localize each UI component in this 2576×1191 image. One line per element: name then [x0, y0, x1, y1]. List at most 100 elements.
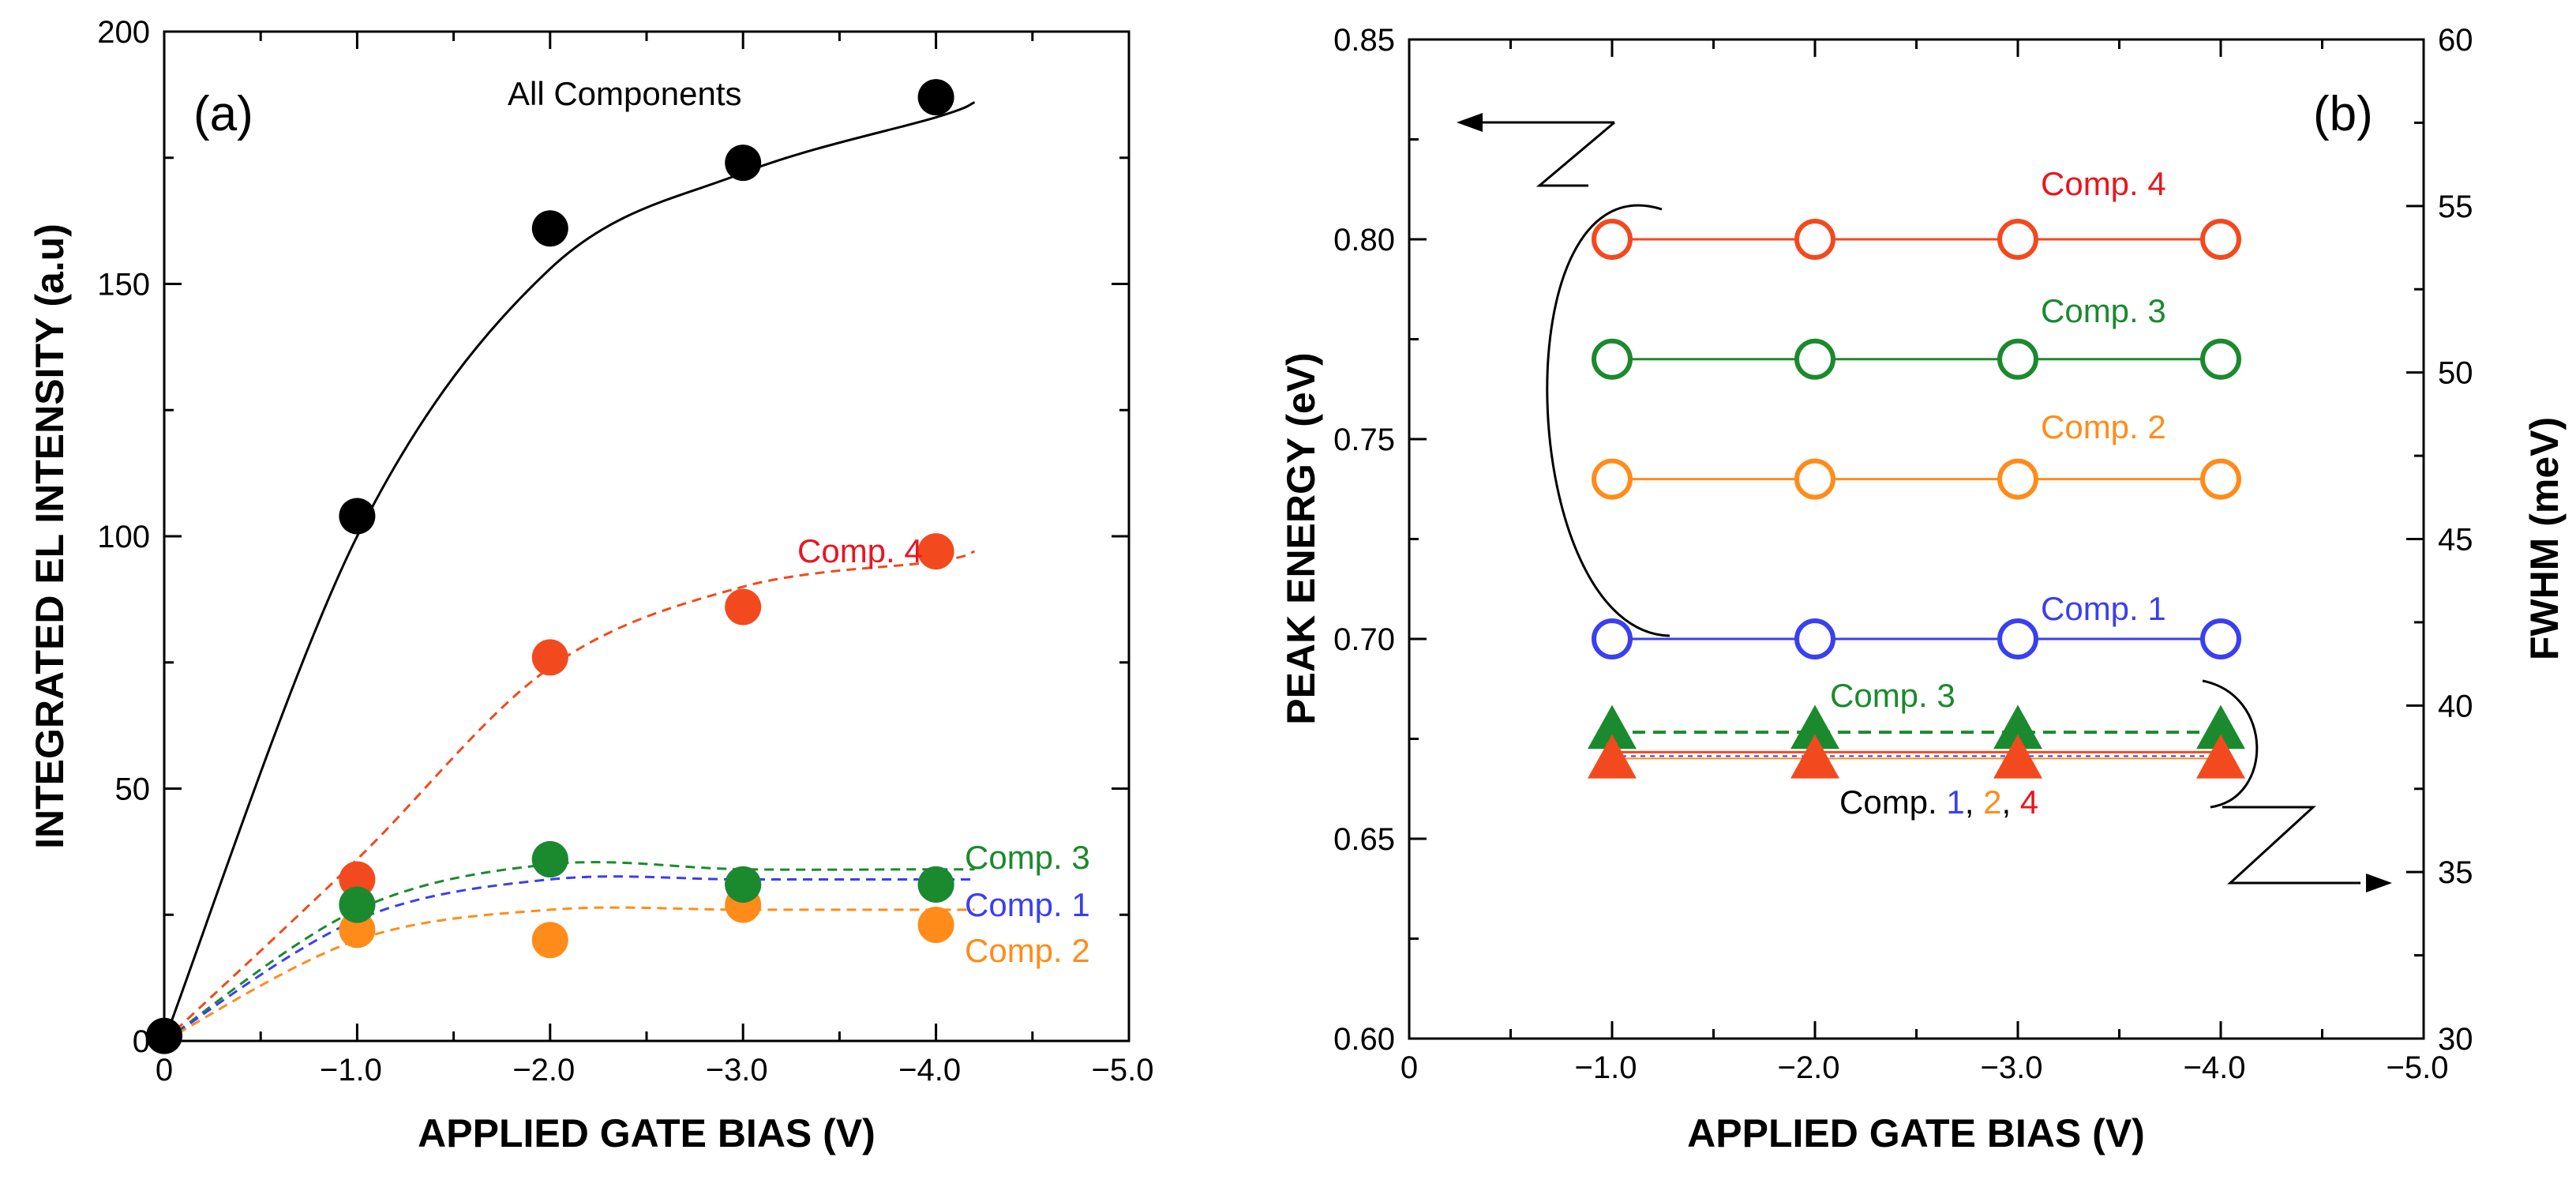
x-tick-label: −2.0 — [1778, 1050, 1840, 1085]
data-point-comp-3 — [917, 866, 954, 903]
panel-b-series-lines — [1612, 238, 2221, 760]
right-y-tick-label: 45 — [2438, 523, 2473, 558]
x-tick-label: −5.0 — [1092, 1053, 1154, 1088]
comp3-peak-label: Comp. 3 — [2041, 292, 2166, 329]
peak-energy-point-comp-4 — [1592, 219, 1633, 260]
data-point-comp-4 — [531, 639, 568, 676]
y-tick-label: 150 — [97, 268, 150, 302]
peak-energy-axis-pointer — [1464, 121, 1670, 637]
fwhm-point-comp-1-2-4 — [1993, 734, 2042, 779]
fwhm-point-comp-1-2-4 — [1790, 734, 1839, 779]
peak-energy-point-comp-4 — [1997, 219, 2038, 260]
data-point-all-components — [725, 145, 762, 182]
y-tick-label: 0.65 — [1333, 822, 1395, 857]
panel-a-ticks: 0 −1.0 −2.0 −3.0 −4.0 −5.0 0 50 100 150 200 — [97, 15, 1153, 1088]
panel-a-label: (a) — [193, 87, 253, 141]
comp3-fwhm-label: Comp. 3 — [1830, 677, 1955, 714]
y-tick-label: 0.75 — [1333, 423, 1395, 457]
data-point-comp-4 — [725, 588, 762, 626]
panel-a-data-points — [146, 79, 954, 1054]
data-point-comp-2 — [531, 922, 568, 959]
panel-b-right-y-axis-title: FWHM (meV) — [2522, 417, 2567, 660]
comp124-fwhm-label: Comp. 1, 2, 4 — [1839, 783, 2038, 821]
fwhm-label-sep1: , — [1965, 783, 1983, 821]
fit-curve-all-components — [163, 101, 976, 1042]
peak-energy-point-comp-2 — [2200, 458, 2241, 500]
fit-curve-comp-1 — [163, 875, 975, 1043]
peak-energy-point-comp-3 — [1794, 338, 1835, 380]
right-y-tick-label: 55 — [2438, 190, 2473, 224]
fwhm-label-comp1: 1 — [1946, 783, 1964, 821]
x-tick-label: −3.0 — [1981, 1050, 2043, 1085]
comp4-intensity-label: Comp. 4 — [797, 532, 923, 569]
fwhm-point-comp-1-2-4 — [1588, 734, 1637, 779]
data-point-comp-3 — [339, 886, 376, 923]
right-y-tick-label: 50 — [2438, 356, 2473, 391]
y-tick-label: 0.80 — [1333, 223, 1395, 257]
right-y-tick-label: 40 — [2438, 689, 2473, 723]
fwhm-point-comp-3 — [1588, 704, 1637, 750]
peak-energy-arrow-icon — [1457, 113, 1483, 132]
peak-energy-point-comp-1 — [1794, 618, 1835, 659]
panel-b-label: (b) — [2313, 87, 2373, 141]
fwhm-axis-pointer — [2202, 679, 2360, 885]
fit-curve-comp-2 — [163, 906, 975, 1043]
panel-b-plot-frame — [1408, 38, 2425, 1040]
peak-energy-point-comp-3 — [2200, 338, 2241, 380]
x-tick-label: −4.0 — [898, 1053, 961, 1088]
comp2-intensity-label: Comp. 2 — [965, 932, 1090, 969]
panel-b-y-axis-title: PEAK ENERGY (eV) — [1279, 352, 1323, 724]
y-tick-label: 0.60 — [1333, 1022, 1395, 1057]
data-point-comp-4 — [339, 861, 376, 898]
x-tick-label: −1.0 — [1575, 1050, 1637, 1085]
peak-energy-point-comp-4 — [2200, 219, 2241, 260]
data-point-comp-2 — [339, 911, 376, 949]
x-tick-label: 0 — [1400, 1050, 1418, 1085]
panel-b-x-axis-title: APPLIED GATE BIAS (V) — [1687, 1111, 2145, 1155]
panel-a-y-axis-title: INTEGRATED EL INTENSITY (a.u) — [28, 224, 72, 849]
fwhm-point-comp-3 — [2196, 704, 2245, 750]
data-point-all-components — [146, 1017, 182, 1054]
comp4-peak-label: Comp. 4 — [2041, 165, 2166, 202]
peak-energy-point-comp-2 — [1794, 458, 1835, 500]
peak-energy-point-comp-3 — [1997, 338, 2038, 380]
fwhm-label-comp2: 2 — [1983, 783, 2001, 821]
y-tick-label: 50 — [115, 772, 151, 807]
x-tick-label: −2.0 — [512, 1053, 575, 1088]
fwhm-point-comp-1-2-4 — [2196, 734, 2245, 779]
x-tick-label: −5.0 — [2387, 1050, 2449, 1085]
peak-energy-point-comp-4 — [1794, 219, 1835, 260]
right-y-tick-label: 60 — [2438, 23, 2473, 58]
peak-energy-point-comp-1 — [1997, 618, 2038, 659]
x-tick-label: 0 — [156, 1053, 173, 1088]
data-point-comp-3 — [531, 840, 568, 877]
x-tick-label: −1.0 — [320, 1053, 382, 1088]
fwhm-label-sep2: , — [2001, 783, 2019, 821]
fit-curve-comp-3 — [163, 861, 975, 1043]
all-components-label: All Components — [508, 75, 741, 112]
peak-energy-point-comp-3 — [1592, 338, 1633, 380]
y-tick-label: 0.70 — [1333, 622, 1395, 657]
right-y-tick-label: 35 — [2438, 855, 2473, 890]
comp1-peak-label: Comp. 1 — [2041, 590, 2166, 627]
peak-energy-point-comp-1 — [1592, 618, 1633, 659]
data-point-comp-3 — [725, 866, 762, 903]
x-tick-label: −4.0 — [2184, 1050, 2246, 1085]
data-point-comp-2 — [917, 907, 954, 944]
fwhm-label-prefix: Comp. — [1839, 783, 1946, 821]
data-point-all-components — [339, 498, 376, 535]
right-y-tick-label: 30 — [2438, 1022, 2473, 1057]
panel-b-ticks: 0 −1.0 −2.0 −3.0 −4.0 −5.0 0.60 0.65 0.70 0.75 0.8… — [1333, 23, 2473, 1085]
panel-a-fit-curves — [163, 101, 976, 1043]
y-tick-label: 0.85 — [1333, 23, 1395, 58]
comp2-peak-label: Comp. 2 — [2041, 408, 2166, 445]
peak-energy-point-comp-1 — [2200, 618, 2241, 659]
fwhm-arrow-icon — [2366, 874, 2392, 892]
x-tick-label: −3.0 — [706, 1053, 768, 1088]
panel-b-chart: 0 −1.0 −2.0 −3.0 −4.0 −5.0 0.60 0.65 0.70 0.75 0.8… — [1279, 23, 2567, 1155]
fwhm-point-comp-3 — [1993, 704, 2042, 750]
panel-b-data-points — [1588, 219, 2245, 779]
data-point-all-components — [531, 210, 568, 247]
peak-energy-point-comp-2 — [1997, 458, 2038, 500]
